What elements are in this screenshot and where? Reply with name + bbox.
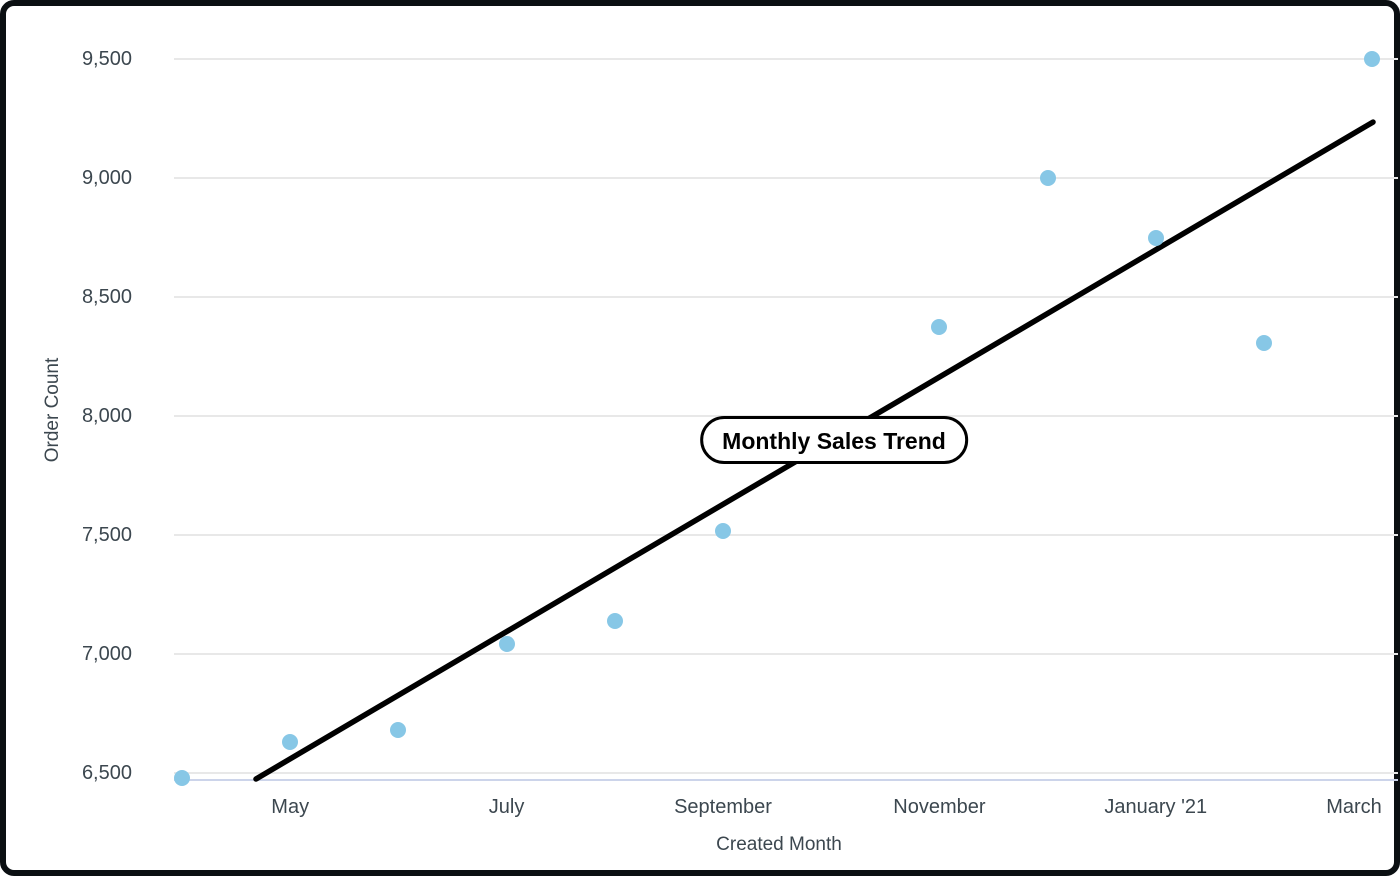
data-point-november[interactable] — [931, 318, 948, 335]
data-point-august[interactable] — [606, 612, 623, 629]
x-tick-label: November — [893, 796, 986, 818]
y-tick-label: 9,000 — [81, 167, 132, 189]
data-point-december[interactable] — [1039, 170, 1056, 186]
x-axis-line — [174, 779, 1398, 781]
data-point-january-21[interactable] — [1147, 229, 1164, 246]
gridline — [174, 772, 1398, 774]
data-point-march[interactable] — [1364, 51, 1381, 67]
plot-area: 9,500 9,000 8,500 8,000 7,500 7,000 6,500 May J… — [6, 6, 1398, 870]
y-tick-label: 7,500 — [81, 524, 132, 546]
gridline — [174, 296, 1398, 298]
x-tick-label: May — [271, 796, 310, 818]
y-tick-label: 7,000 — [81, 643, 132, 665]
x-tick-label: March — [1326, 796, 1382, 818]
gridline — [174, 58, 1398, 60]
data-point-february[interactable] — [1256, 335, 1272, 352]
x-tick-label: July — [488, 796, 525, 818]
chart-title-pill: Monthly Sales Trend — [700, 416, 968, 464]
chart-title: Monthly Sales Trend — [722, 428, 946, 454]
y-tick-label: 6,500 — [81, 762, 132, 784]
y-tick-label: 9,500 — [81, 48, 132, 70]
data-point-june[interactable] — [390, 722, 407, 739]
y-tick-label: 8,500 — [81, 286, 132, 308]
data-point-april[interactable] — [174, 769, 190, 786]
gridline — [174, 177, 1398, 179]
x-axis-title: Created Month — [716, 834, 842, 855]
x-tick-label: January '21 — [1104, 796, 1208, 818]
x-tick-label: September — [674, 796, 772, 818]
data-point-july[interactable] — [498, 636, 515, 653]
data-point-september[interactable] — [715, 523, 731, 540]
y-tick-label: 8,000 — [81, 405, 132, 427]
gridline — [174, 653, 1398, 655]
gridline — [174, 534, 1398, 536]
data-point-may[interactable] — [282, 734, 299, 751]
